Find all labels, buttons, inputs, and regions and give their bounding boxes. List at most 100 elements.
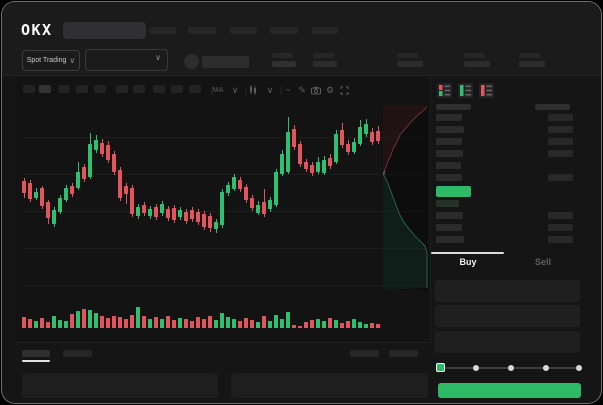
fullscreen-icon[interactable]	[338, 84, 350, 96]
bottom-action-placeholder[interactable]	[389, 350, 418, 357]
candle	[40, 188, 44, 206]
volume-bar	[370, 323, 374, 328]
ask-price-placeholder[interactable]	[436, 114, 462, 121]
bottom-tab[interactable]	[63, 350, 92, 357]
depth-chart[interactable]	[383, 105, 428, 290]
timeframe-button[interactable]	[189, 85, 201, 93]
line-tool-icon[interactable]: ~	[285, 85, 291, 95]
ask-price-placeholder[interactable]	[436, 162, 461, 169]
slider-stop[interactable]	[576, 365, 582, 371]
timeframe-button[interactable]	[153, 85, 165, 93]
orderbook-view-asks-icon[interactable]	[479, 83, 494, 98]
chevron-down-icon[interactable]: ∨	[231, 84, 239, 95]
candle	[376, 131, 380, 141]
candle	[58, 198, 62, 212]
nav-item[interactable]	[230, 27, 257, 34]
slider-stop[interactable]	[508, 365, 514, 371]
ask-price-placeholder[interactable]	[436, 138, 462, 145]
tab-sell[interactable]: Sell	[534, 257, 551, 267]
order-input-field[interactable]	[435, 280, 580, 302]
last-price-placeholder	[272, 53, 293, 58]
volume-bar	[88, 310, 92, 328]
draw-tool-icon[interactable]: ✎	[298, 84, 306, 95]
ask-price-placeholder[interactable]	[436, 174, 462, 181]
chevron-down-icon: ∨	[155, 53, 161, 62]
tab-buy[interactable]: Buy	[459, 257, 477, 267]
volume-bar	[214, 320, 218, 328]
camera-icon[interactable]	[310, 84, 322, 96]
timeframe-button[interactable]	[23, 85, 35, 93]
bottom-action-placeholder[interactable]	[350, 350, 379, 357]
orderbook-header-placeholder	[436, 104, 471, 110]
ask-price-placeholder[interactable]	[436, 150, 463, 157]
volume-bar	[310, 320, 314, 328]
volume-bar	[364, 324, 368, 328]
orderbook-view-bids-icon[interactable]	[458, 83, 473, 98]
okx-logo[interactable]: OKX	[21, 21, 53, 39]
nav-item[interactable]	[149, 27, 176, 34]
candle-style-icon[interactable]	[247, 84, 259, 96]
timeframe-button[interactable]	[39, 85, 51, 93]
ask-price-placeholder[interactable]	[436, 126, 464, 133]
candle	[358, 127, 362, 144]
volume-bar	[40, 318, 44, 328]
volume-bar	[58, 320, 62, 328]
stat-value-placeholder	[464, 61, 490, 67]
volume-bar	[298, 326, 302, 328]
volume-bar	[76, 311, 80, 328]
slider-stop[interactable]	[543, 365, 549, 371]
pair-selector-dropdown[interactable]: ∨	[85, 49, 168, 71]
order-input-field[interactable]	[435, 331, 580, 353]
last-price-placeholder	[272, 61, 296, 67]
slider-stop[interactable]	[473, 365, 479, 371]
timeframe-button[interactable]	[76, 85, 88, 93]
candle	[100, 143, 104, 154]
nav-item[interactable]	[312, 27, 338, 34]
orderbook-view-all-icon[interactable]	[437, 83, 452, 98]
candle	[256, 205, 260, 213]
volume-bar	[268, 321, 272, 328]
depth-collapse-icon[interactable]: ‹	[383, 168, 386, 177]
submit-buy-button[interactable]	[438, 383, 581, 398]
nav-item[interactable]	[270, 27, 298, 34]
candle	[142, 205, 146, 213]
settings-icon[interactable]: ⚙	[325, 84, 335, 95]
timeframe-button[interactable]	[58, 85, 70, 93]
nav-item[interactable]	[188, 27, 216, 34]
volume-bar	[64, 321, 68, 328]
candle	[124, 186, 128, 194]
volume-bar	[106, 318, 110, 328]
volume-bar	[142, 316, 146, 328]
slider-handle[interactable]	[436, 363, 445, 372]
stat-label-placeholder	[313, 53, 334, 58]
candle	[298, 144, 302, 164]
volume-bar	[304, 322, 308, 328]
pair-name-placeholder	[202, 56, 249, 68]
timeframe-button[interactable]	[116, 85, 128, 93]
timeframe-button[interactable]	[133, 85, 145, 93]
bottom-tab[interactable]	[22, 350, 50, 357]
chevron-down-icon[interactable]: ∨	[266, 84, 274, 95]
bid-price-placeholder[interactable]	[436, 224, 462, 231]
bid-price-placeholder[interactable]	[436, 236, 464, 243]
candle	[22, 181, 26, 193]
timeframe-button[interactable]	[171, 85, 183, 93]
volume-bar	[118, 317, 122, 328]
bid-price-placeholder[interactable]	[436, 212, 463, 219]
volume-bar	[52, 316, 56, 328]
volume-bar	[172, 320, 176, 328]
candle	[184, 212, 188, 221]
order-input-field[interactable]	[435, 305, 580, 327]
search-input[interactable]	[63, 22, 146, 39]
bid-price-placeholder[interactable]	[436, 200, 459, 207]
candle	[334, 134, 338, 162]
volume-bar	[280, 319, 284, 328]
volume-bar	[94, 313, 98, 328]
market-type-dropdown[interactable]: Spot Trading ∨	[22, 50, 80, 71]
gridline	[22, 285, 424, 286]
timeframe-button[interactable]	[94, 85, 106, 93]
indicator-ma-icon[interactable]: MA	[212, 86, 224, 94]
candle	[190, 210, 194, 219]
candle	[106, 145, 110, 160]
market-type-label: Spot Trading	[26, 57, 67, 64]
